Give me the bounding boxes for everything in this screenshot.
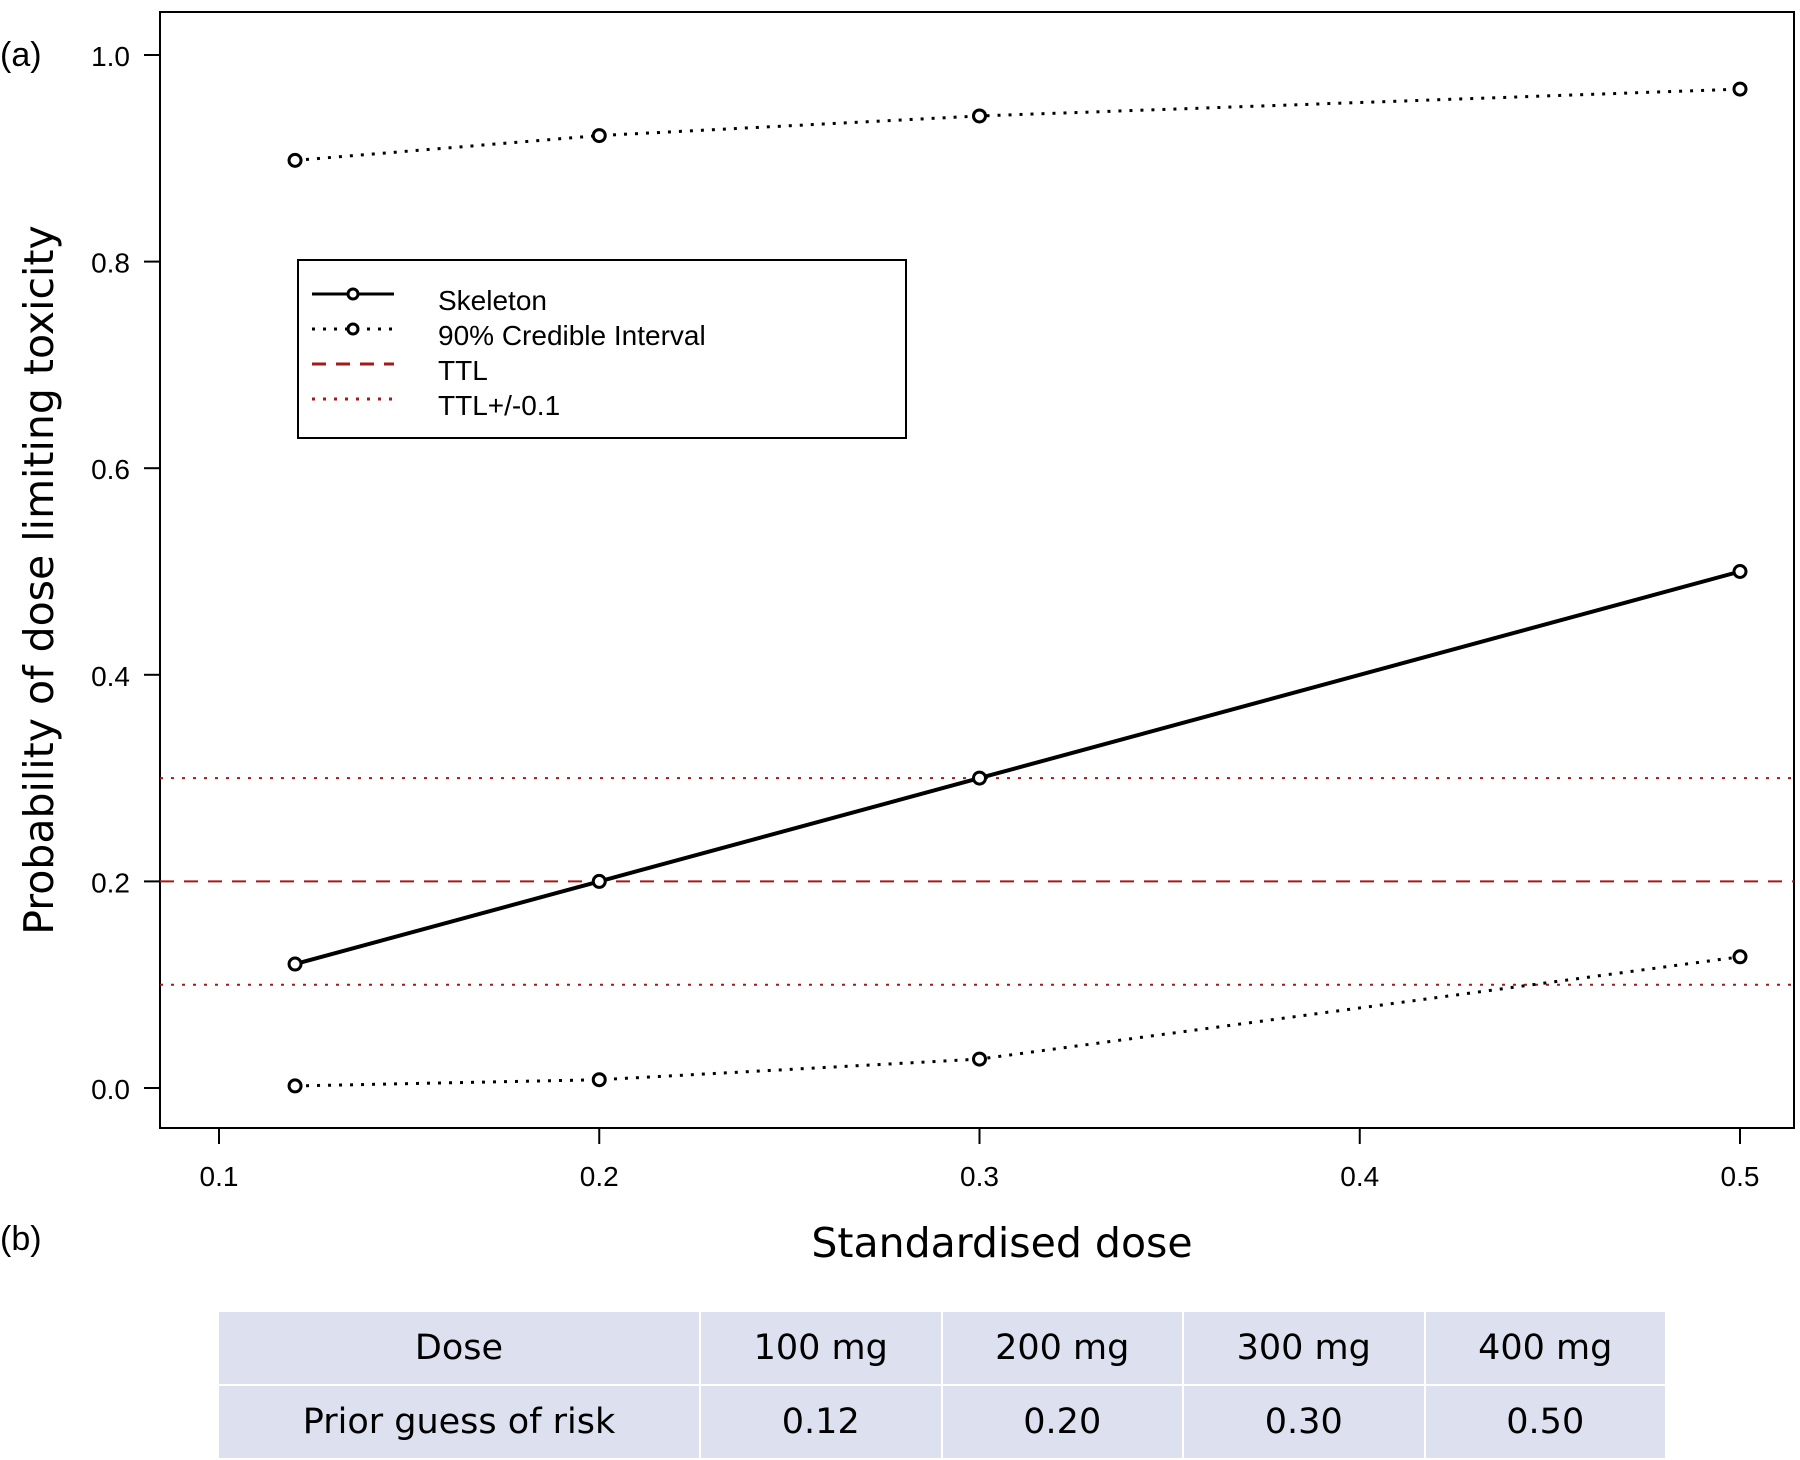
legend: Skeleton 90% Credible Interval TTL TTL+/… bbox=[297, 259, 907, 439]
y-tick-label: 0.6 bbox=[91, 454, 130, 485]
panel-a-label: (a) bbox=[0, 36, 42, 74]
x-tick-label: 0.5 bbox=[1721, 1161, 1760, 1192]
data-point bbox=[972, 108, 987, 124]
legend-entry-ttl-band: TTL+/-0.1 bbox=[312, 390, 560, 421]
table-cell: Dose bbox=[217, 1310, 701, 1386]
y-axis-label: Probability of dose limiting toxicity bbox=[15, 225, 63, 935]
table-cell: 200 mg bbox=[940, 1310, 1184, 1386]
data-point bbox=[972, 1051, 987, 1067]
y-tick-label: 0.8 bbox=[91, 248, 130, 279]
data-point bbox=[287, 956, 303, 972]
series-line bbox=[294, 87, 1741, 162]
y-tick-label: 0.2 bbox=[91, 867, 130, 898]
legend-label-skeleton: Skeleton bbox=[438, 285, 547, 316]
table-cell: 100 mg bbox=[699, 1310, 943, 1386]
x-axis: 0.1 0.2 0.3 0.4 0.5 bbox=[200, 1127, 1760, 1192]
table-header-row: Dose 100 mg 200 mg 300 mg 400 mg bbox=[217, 1310, 1667, 1386]
table-row: Prior guess of risk 0.12 0.20 0.30 0.50 bbox=[217, 1384, 1667, 1460]
data-point bbox=[1732, 564, 1748, 579]
data-point bbox=[972, 770, 987, 786]
data-point bbox=[1732, 81, 1748, 97]
legend-box bbox=[297, 259, 907, 439]
data-point bbox=[287, 1078, 303, 1094]
y-tick-label: 1.0 bbox=[91, 41, 130, 72]
prior-risk-table: Dose 100 mg 200 mg 300 mg 400 mg Prior g… bbox=[217, 1310, 1667, 1460]
legend-label-credible-interval: 90% Credible Interval bbox=[438, 320, 706, 351]
legend-entry-skeleton: Skeleton bbox=[312, 285, 547, 316]
y-axis: 0.0 0.2 0.4 0.6 0.8 1.0 bbox=[91, 41, 161, 1105]
x-tick-label: 0.3 bbox=[960, 1161, 999, 1192]
x-axis-label: Standardised dose bbox=[811, 1219, 1192, 1267]
legend-entry-ttl: TTL bbox=[312, 355, 488, 386]
data-point bbox=[591, 1072, 607, 1088]
plot-frame bbox=[159, 11, 1795, 1129]
table-cell: 400 mg bbox=[1423, 1310, 1667, 1386]
legend-label-ttl: TTL bbox=[438, 355, 488, 386]
table-cell: 0.12 bbox=[699, 1384, 943, 1460]
reference-lines bbox=[160, 777, 1794, 986]
series-line bbox=[295, 955, 1741, 1088]
table-cell: 0.20 bbox=[940, 1384, 1184, 1460]
series-layer bbox=[287, 81, 1748, 1094]
table-cell: Prior guess of risk bbox=[217, 1384, 701, 1460]
y-tick-label: 0.0 bbox=[91, 1074, 130, 1105]
table-cell: 300 mg bbox=[1182, 1310, 1426, 1386]
x-tick-label: 0.4 bbox=[1340, 1161, 1379, 1192]
table-cell: 0.30 bbox=[1182, 1384, 1426, 1460]
panel-b-label: (b) bbox=[0, 1220, 42, 1258]
data-point bbox=[591, 128, 607, 144]
legend-label-ttl-band: TTL+/-0.1 bbox=[438, 390, 560, 421]
series-line bbox=[294, 569, 1741, 966]
data-point bbox=[591, 873, 607, 889]
data-point bbox=[287, 152, 303, 168]
x-tick-label: 0.1 bbox=[200, 1161, 239, 1192]
y-tick-label: 0.4 bbox=[91, 661, 130, 692]
x-tick-label: 0.2 bbox=[580, 1161, 619, 1192]
data-point bbox=[1732, 949, 1748, 965]
legend-entry-credible-interval: 90% Credible Interval bbox=[312, 320, 706, 351]
table-cell: 0.50 bbox=[1423, 1384, 1667, 1460]
